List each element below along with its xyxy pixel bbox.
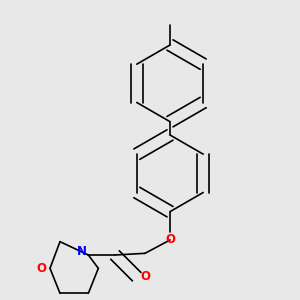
Text: O: O bbox=[141, 270, 151, 283]
Text: N: N bbox=[77, 245, 87, 258]
Text: O: O bbox=[165, 233, 175, 246]
Text: O: O bbox=[37, 262, 47, 275]
